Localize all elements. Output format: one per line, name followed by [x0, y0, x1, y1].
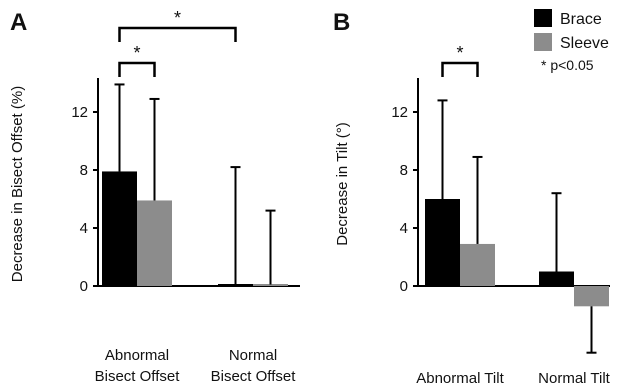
panel-a-label: A [10, 9, 27, 36]
y-tick-label: 0 [80, 278, 88, 295]
y-tick-label: 0 [400, 278, 408, 295]
legend-significance-note: * p<0.05 [541, 57, 594, 73]
category-label-0: Abnormal Tilt [416, 370, 504, 387]
y-tick-label: 12 [391, 104, 408, 121]
panel-a-y-axis-label: Decrease in Bisect Offset (%) [9, 86, 26, 282]
y-tick-label: 12 [71, 104, 88, 121]
legend-label-sleeve: Sleeve [560, 35, 609, 52]
legend-label-brace: Brace [560, 11, 602, 28]
y-tick-label: 8 [400, 162, 408, 179]
significance-star: * [456, 43, 463, 63]
bar-sleeve-0 [137, 200, 172, 286]
legend: Brace Sleeve * p<0.05 [534, 9, 609, 73]
significance-star: * [133, 43, 140, 63]
y-tick-label: 4 [80, 220, 88, 237]
bar-brace-0 [102, 171, 137, 286]
panel-b-y-axis-label: Decrease in Tilt (°) [334, 122, 351, 246]
significance-star: * [174, 8, 181, 28]
y-tick-label: 4 [400, 220, 408, 237]
category-label-1: Normal Tilt [538, 370, 611, 387]
bar-brace-0 [425, 199, 460, 286]
panel-a: A Decrease in Bisect Offset (%) 0 4 8 12 * *… [9, 8, 300, 385]
bar-brace-1 [539, 271, 574, 286]
significance-bracket [118, 61, 156, 77]
category-label-1: Normal Bisect Offset [211, 347, 297, 385]
bar-sleeve-1 [253, 284, 288, 286]
panel-b-label: B [333, 9, 350, 36]
legend-swatch-brace [534, 9, 552, 27]
significance-bracket [441, 61, 479, 77]
bar-brace-1 [218, 284, 253, 286]
panel-b: B Decrease in Tilt (°) 0 4 8 12 * Abnormal … [333, 9, 611, 387]
y-tick-label: 8 [80, 162, 88, 179]
bar-sleeve-0 [460, 243, 495, 286]
bar-sleeve-1 [574, 286, 609, 307]
category-label-0: Abnormal Bisect Offset [95, 347, 181, 385]
legend-swatch-sleeve [534, 33, 552, 51]
significance-bracket [118, 26, 237, 42]
